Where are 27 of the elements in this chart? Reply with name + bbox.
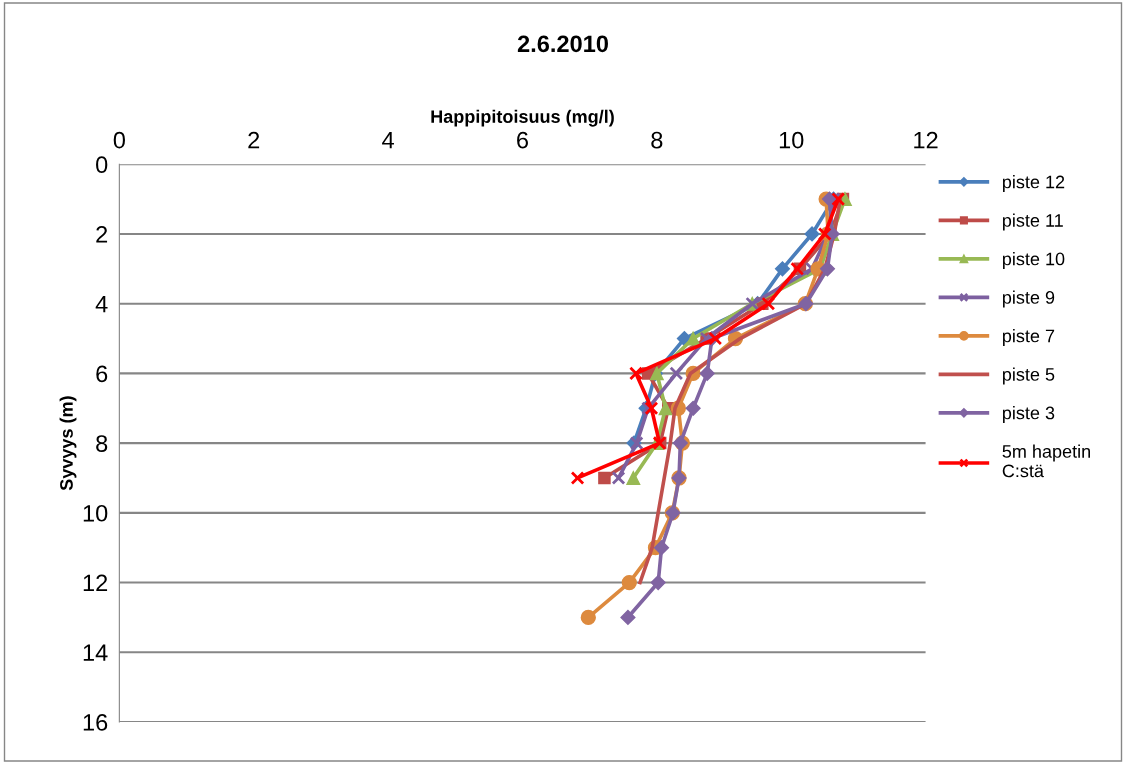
x-axis-title: Happipitoisuus (mg/l) bbox=[431, 109, 614, 127]
legend-label: piste 3 bbox=[1002, 406, 1055, 423]
y-tick-label: 12 bbox=[83, 574, 108, 592]
x-tick-label: 12 bbox=[914, 131, 938, 149]
y-axis-title: Syvyys (m) bbox=[59, 396, 77, 491]
y-tick-label: 0 bbox=[96, 156, 108, 174]
legend-label: piste 9 bbox=[1002, 290, 1055, 308]
legend-label: 5m hapetin C:stä bbox=[1002, 444, 1090, 478]
x-tick-label: 8 bbox=[651, 131, 663, 149]
y-tick-label: 14 bbox=[83, 644, 108, 661]
x-tick-label: 4 bbox=[382, 132, 394, 149]
x-tick-label: 0 bbox=[113, 131, 125, 149]
legend-label: piste 5 bbox=[1002, 367, 1055, 385]
y-tick-label: 6 bbox=[96, 365, 108, 383]
y-tick-label: 10 bbox=[83, 504, 108, 522]
y-tick-label: 16 bbox=[83, 714, 108, 731]
y-tick-label: 2 bbox=[96, 226, 108, 243]
y-tick-label: 4 bbox=[95, 296, 108, 313]
legend-label: piste 11 bbox=[1002, 213, 1063, 231]
x-tick-label: 10 bbox=[779, 131, 804, 149]
x-tick-label: 6 bbox=[517, 131, 528, 149]
legend-label: piste 12 bbox=[1002, 175, 1065, 192]
x-tick-label: 2 bbox=[248, 131, 260, 149]
chart-title: 2.6.2010 bbox=[517, 35, 608, 53]
legend-label: piste 10 bbox=[1002, 252, 1065, 269]
legend-label: piste 7 bbox=[1002, 329, 1055, 346]
y-tick-label: 8 bbox=[96, 435, 108, 452]
